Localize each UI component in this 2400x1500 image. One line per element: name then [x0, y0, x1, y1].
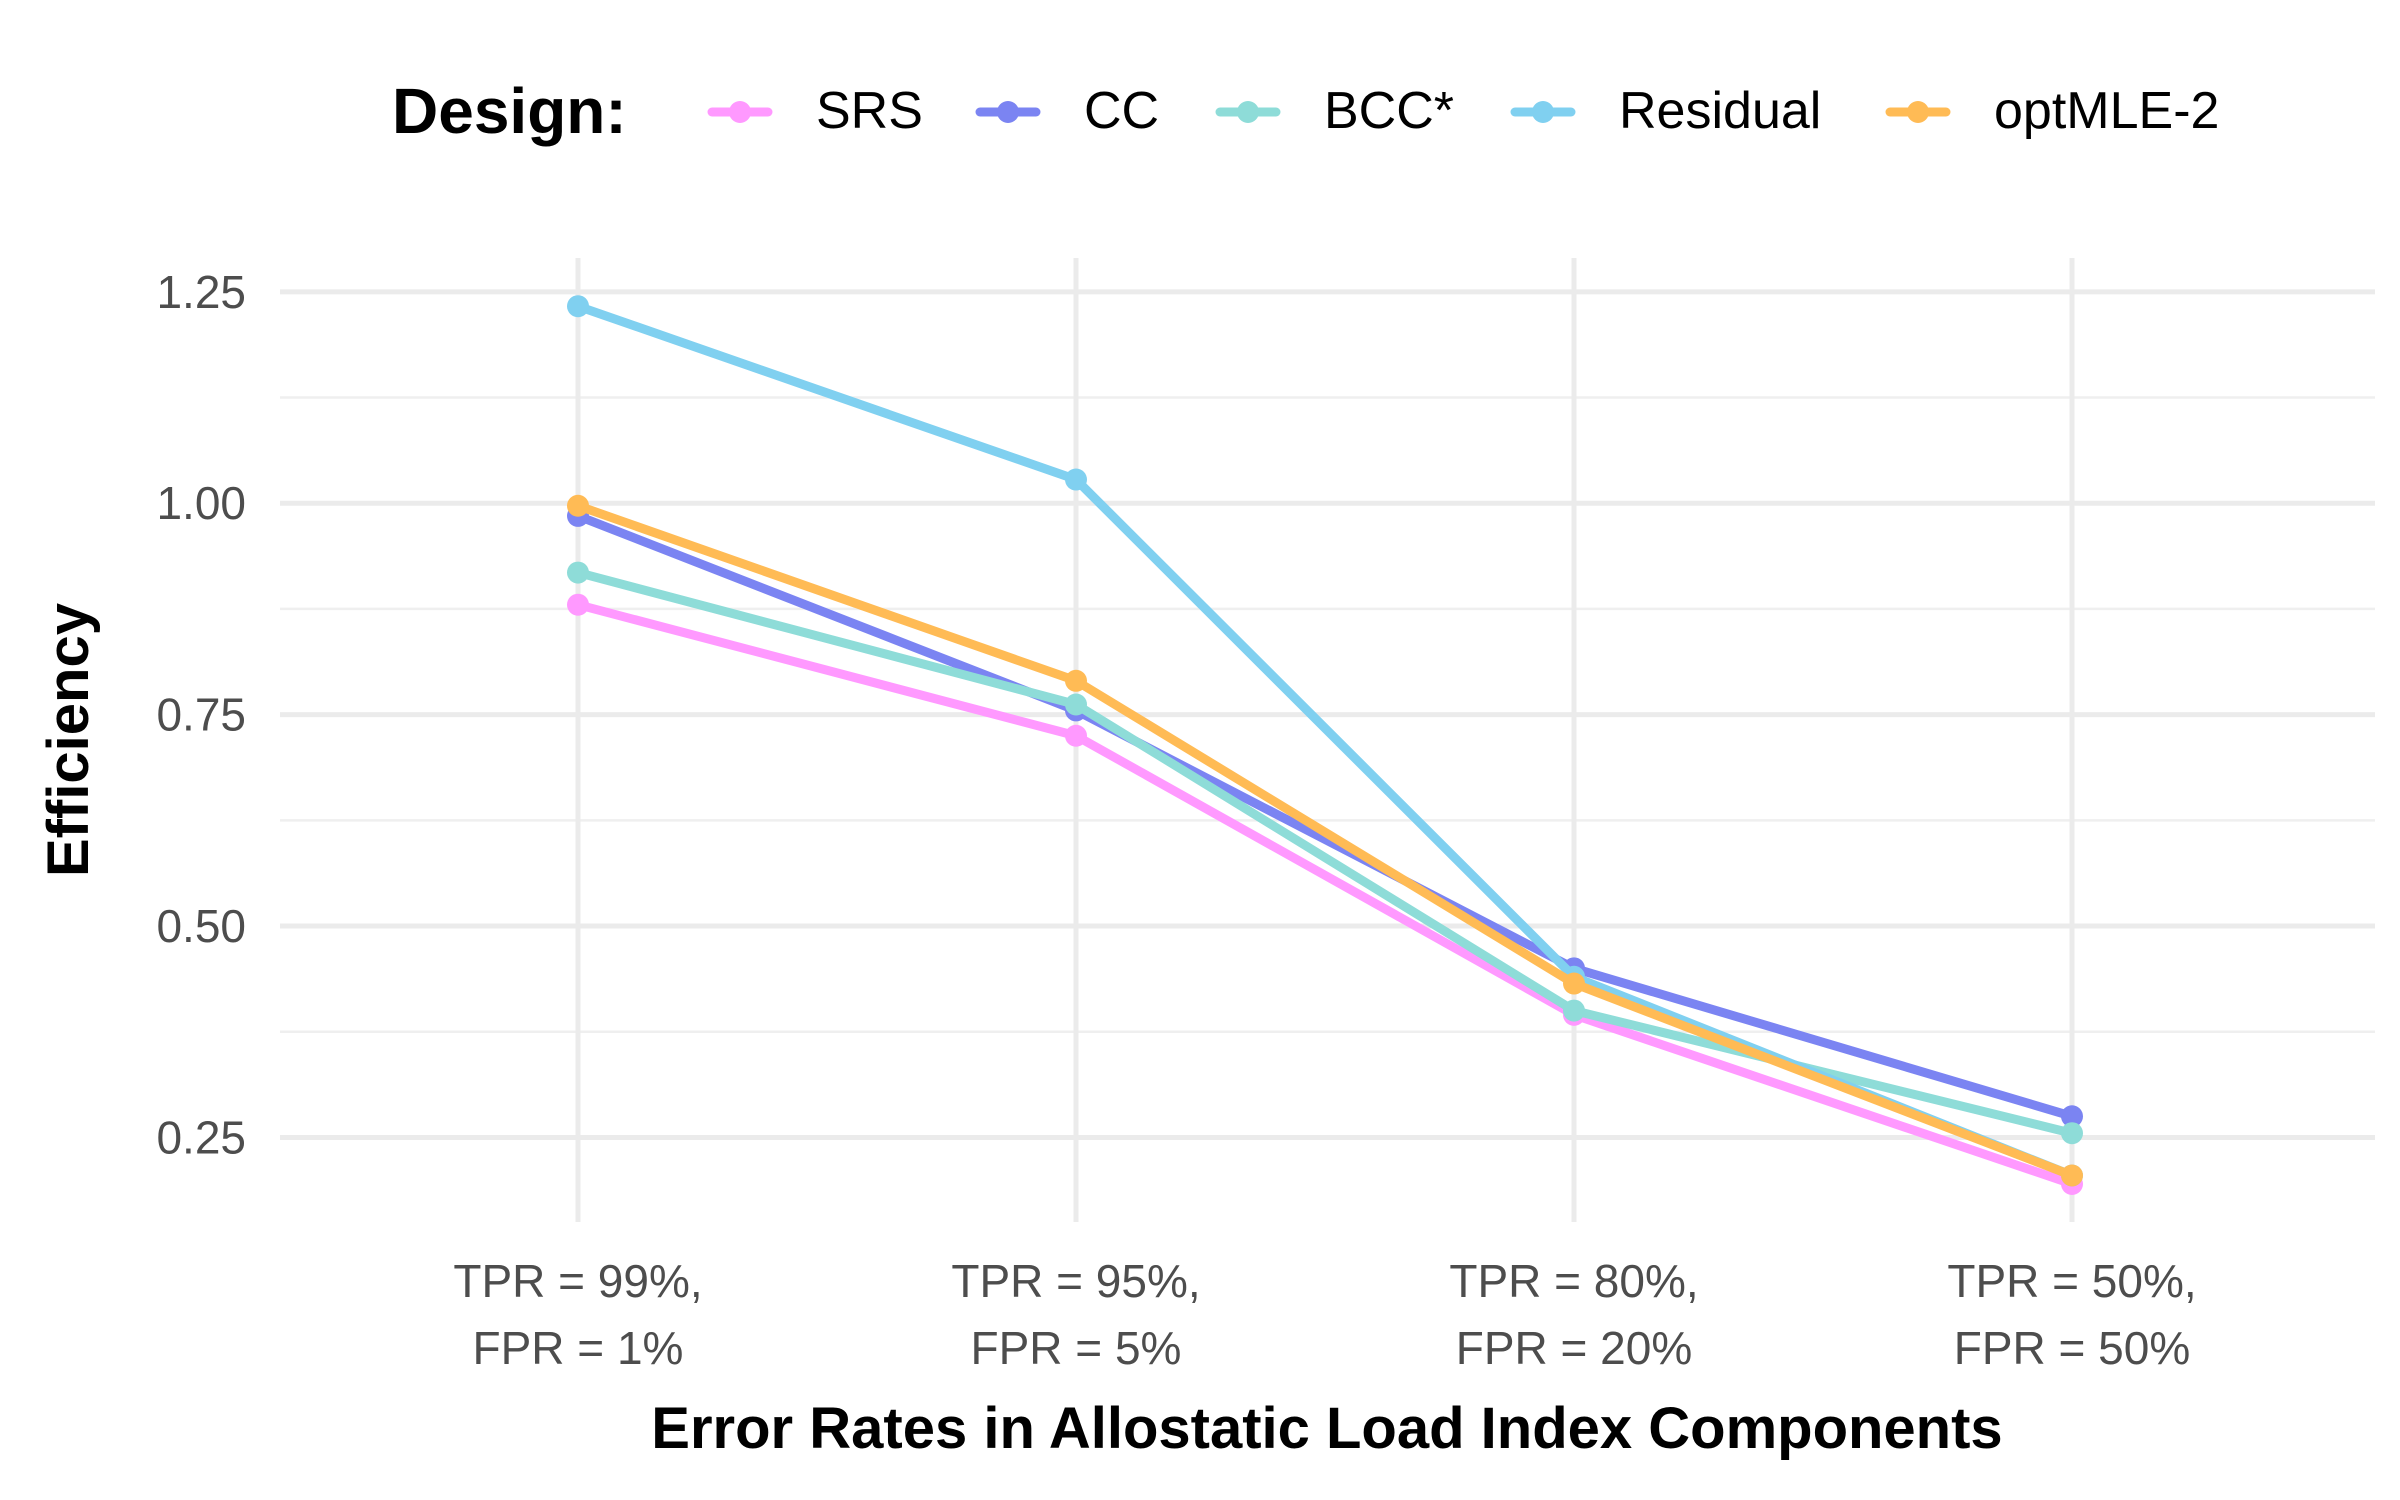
x-tick-labels: TPR = 99%, FPR = 1% TPR = 95%, FPR = 5% TPR …: [453, 1255, 2196, 1374]
data-point: [2061, 1164, 2083, 1187]
data-point: [2061, 1122, 2083, 1145]
series-line: [573, 600, 2077, 1189]
x-tick-label: TPR = 95%,: [951, 1255, 1200, 1307]
y-tick-label: 0.25: [156, 1111, 246, 1163]
legend-item: CC: [975, 82, 1159, 140]
legend-key-point: [1907, 101, 1929, 123]
series-bcc-: [567, 561, 2083, 1145]
data-point: [1065, 724, 1087, 747]
legend: Design: SRS CC BCC* Residual optMLE-2: [392, 75, 2219, 147]
data-point: [2061, 1105, 2083, 1128]
x-tick-label: FPR = 1%: [473, 1322, 684, 1374]
series-line: [573, 511, 2077, 1121]
legend-key-point: [1532, 101, 1554, 123]
grid-lines: [280, 258, 2375, 1222]
y-tick-label: 0.50: [156, 900, 246, 952]
legend-label: optMLE-2: [1994, 82, 2219, 140]
y-tick-label: 0.75: [156, 689, 246, 741]
series-cc: [567, 504, 2083, 1128]
y-tick-labels: 0.25 0.50 0.75 1.00 1.25: [156, 266, 246, 1164]
series-line: [573, 501, 2077, 1180]
x-tick-label: FPR = 5%: [971, 1322, 1182, 1374]
legend-item: BCC*: [1215, 82, 1454, 140]
data-point: [1065, 669, 1087, 692]
data-point: [567, 593, 589, 616]
legend-label: SRS: [816, 82, 923, 140]
x-tick-label: TPR = 80%,: [1449, 1255, 1698, 1307]
legend-key-point: [1237, 101, 1259, 123]
legend-label: BCC*: [1324, 82, 1454, 140]
legend-label: CC: [1084, 82, 1159, 140]
x-tick-label: FPR = 20%: [1456, 1322, 1693, 1374]
y-axis-title: Efficiency: [36, 603, 101, 877]
legend-item: SRS: [707, 82, 923, 140]
legend-label: Residual: [1619, 82, 1821, 140]
x-axis-title: Error Rates in Allostatic Load Index Com…: [651, 1396, 2002, 1461]
series-lines: [567, 295, 2083, 1195]
legend-key-point: [729, 101, 751, 123]
data-point: [567, 295, 589, 318]
legend-title: Design:: [392, 75, 627, 147]
legend-item: optMLE-2: [1885, 82, 2219, 140]
series-optmle-2: [567, 494, 2083, 1187]
y-tick-label: 1.00: [156, 477, 246, 529]
data-point: [567, 561, 589, 584]
x-tick-label: TPR = 99%,: [453, 1255, 702, 1307]
legend-item: Residual: [1510, 82, 1821, 140]
data-point: [567, 494, 589, 517]
data-point: [1563, 972, 1585, 995]
legend-key-point: [997, 101, 1019, 123]
x-tick-label: FPR = 50%: [1954, 1322, 2191, 1374]
x-tick-label: TPR = 50%,: [1947, 1255, 2196, 1307]
data-point: [1563, 999, 1585, 1022]
data-point: [1065, 468, 1087, 491]
data-point: [1065, 693, 1087, 716]
y-tick-label: 1.25: [156, 266, 246, 318]
series-srs: [567, 593, 2083, 1195]
